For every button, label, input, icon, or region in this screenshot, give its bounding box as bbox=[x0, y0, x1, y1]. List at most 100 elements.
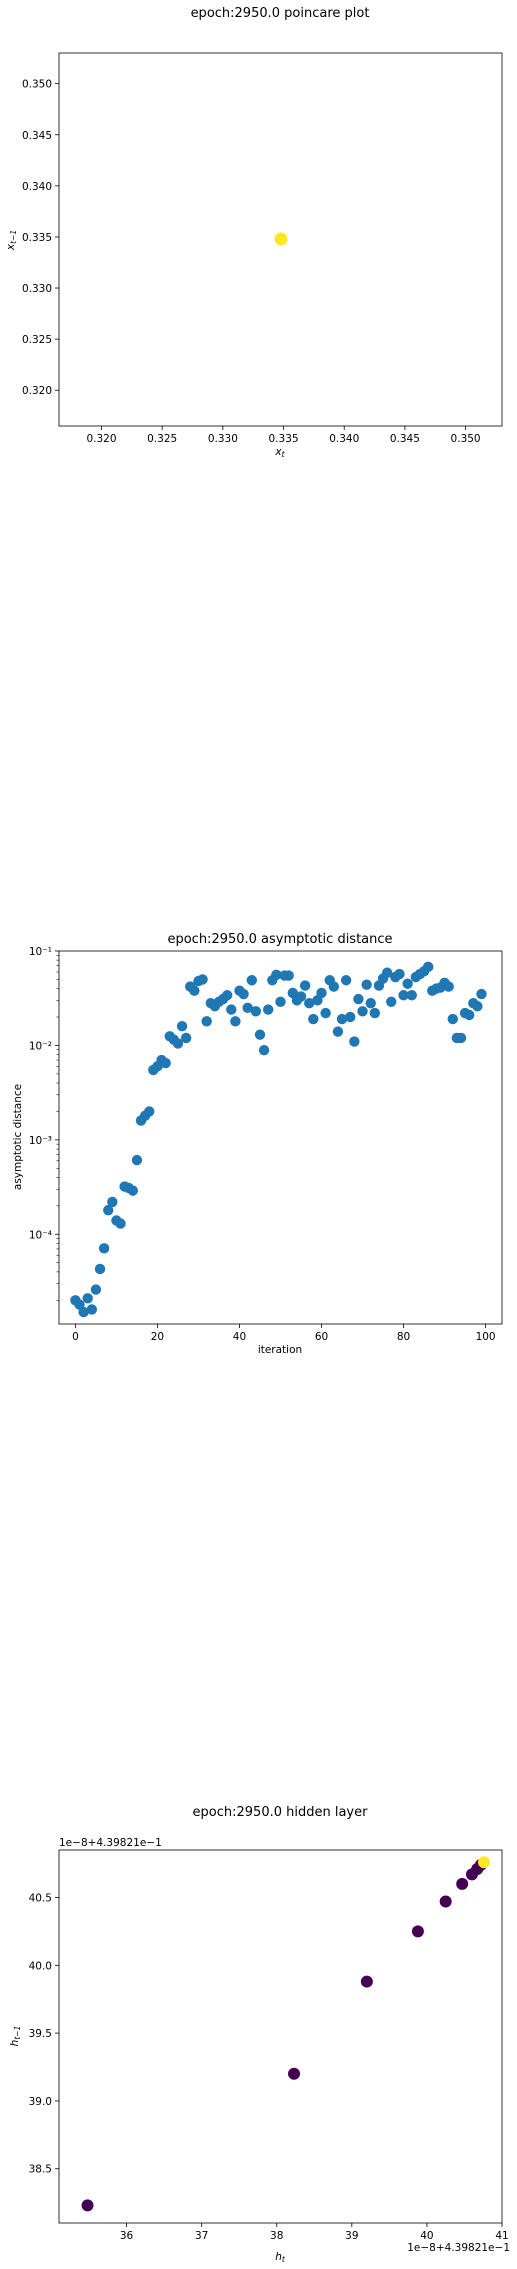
asymptotic-x-label: iteration bbox=[258, 1344, 302, 1356]
asymptotic-point bbox=[455, 1032, 467, 1044]
hidden-layer-x-ticks: 36 37 38 39 40 41 bbox=[120, 2223, 509, 2242]
asymptotic-point bbox=[381, 967, 393, 978]
asymptotic-point bbox=[398, 990, 409, 1001]
asymptotic-x-tick-label: 80 bbox=[397, 1331, 410, 1343]
poincare-y-tick-label: 0.345 bbox=[22, 130, 52, 142]
asymptotic-point bbox=[160, 1057, 171, 1069]
asymptotic-point bbox=[275, 996, 286, 1007]
poincare-points bbox=[274, 232, 288, 246]
asymptotic-y-tick-label: 10⁻⁴ bbox=[29, 1229, 52, 1241]
asymptotic-point bbox=[357, 1006, 368, 1017]
asymptotic-point bbox=[406, 990, 417, 1001]
hidden-layer-point bbox=[456, 1877, 469, 1890]
asymptotic-y-ticks: 10⁻⁴ 10⁻³ 10⁻² 10⁻¹ bbox=[29, 946, 59, 1301]
asymptotic-y-tick-label: 10⁻² bbox=[29, 1040, 52, 1052]
poincare-x-tick-label: 0.335 bbox=[269, 433, 299, 445]
asymptotic-point bbox=[365, 998, 376, 1009]
asymptotic-point bbox=[78, 1306, 89, 1318]
asymptotic-y-tick-label: 10⁻³ bbox=[29, 1135, 52, 1147]
poincare-x-tick-label: 0.350 bbox=[451, 433, 481, 445]
poincare-y-tick-label: 0.325 bbox=[22, 334, 52, 346]
asymptotic-point bbox=[394, 968, 405, 980]
asymptotic-point bbox=[386, 996, 397, 1007]
poincare-plot-area bbox=[58, 52, 503, 427]
asymptotic-point bbox=[262, 1004, 274, 1015]
hidden-layer-chart: epoch:2950.0 hidden layer 1e−8+4.39821e−… bbox=[9, 1805, 510, 2264]
asymptotic-point bbox=[369, 1007, 381, 1019]
asymptotic-points bbox=[70, 961, 487, 1318]
asymptotic-point bbox=[447, 1013, 458, 1025]
hidden-layer-x-tick-label: 41 bbox=[495, 2230, 508, 2242]
hidden-layer-x-tick-label: 36 bbox=[120, 2230, 134, 2242]
hidden-layer-y-offset: 1e−8+4.39821e−1 bbox=[59, 1837, 162, 1849]
asymptotic-point bbox=[472, 1001, 483, 1012]
asymptotic-point bbox=[242, 1002, 253, 1014]
asymptotic-point bbox=[189, 985, 200, 996]
asymptotic-point bbox=[127, 1185, 139, 1196]
asymptotic-point bbox=[299, 980, 311, 991]
asymptotic-x-tick-label: 60 bbox=[315, 1331, 328, 1343]
poincare-x-tick-label: 0.340 bbox=[329, 433, 359, 445]
asymptotic-point bbox=[90, 1284, 102, 1295]
asymptotic-point bbox=[103, 1204, 114, 1216]
asymptotic-point bbox=[349, 1036, 360, 1047]
hidden-layer-point bbox=[411, 1925, 424, 1938]
hidden-layer-title: epoch:2950.0 hidden layer bbox=[193, 1805, 369, 1820]
hidden-layer-point bbox=[477, 1856, 490, 1869]
poincare-x-tick-label: 0.325 bbox=[147, 433, 177, 445]
asymptotic-point bbox=[283, 970, 294, 981]
asymptotic-point bbox=[197, 974, 208, 985]
asymptotic-point bbox=[250, 1006, 262, 1017]
asymptotic-title: epoch:2950.0 asymptotic distance bbox=[167, 932, 392, 947]
asymptotic-point bbox=[201, 1016, 212, 1027]
hidden-layer-x-tick-label: 39 bbox=[345, 2230, 358, 2242]
asymptotic-point bbox=[115, 1218, 126, 1229]
asymptotic-point bbox=[304, 998, 315, 1009]
asymptotic-point bbox=[332, 1026, 344, 1037]
asymptotic-point bbox=[221, 990, 233, 1001]
asymptotic-point bbox=[246, 975, 257, 986]
hidden-layer-x-tick-label: 37 bbox=[195, 2230, 208, 2242]
hidden-layer-y-tick-label: 39.0 bbox=[29, 2096, 52, 2108]
poincare-x-tick-label: 0.330 bbox=[208, 433, 238, 445]
asymptotic-point bbox=[271, 969, 282, 980]
asymptotic-point bbox=[476, 988, 487, 1000]
asymptotic-point bbox=[86, 1304, 98, 1315]
poincare-x-tick-label: 0.345 bbox=[390, 433, 420, 445]
asymptotic-point bbox=[463, 1009, 475, 1021]
asymptotic-x-tick-label: 20 bbox=[151, 1331, 164, 1343]
asymptotic-x-tick-label: 100 bbox=[476, 1331, 496, 1343]
asymptotic-point bbox=[320, 1007, 331, 1019]
hidden-layer-y-tick-label: 38.5 bbox=[29, 2164, 52, 2176]
asymptotic-plot-area bbox=[58, 950, 503, 1325]
poincare-title: epoch:2950.0 poincare plot bbox=[191, 6, 370, 21]
asymptotic-point bbox=[238, 988, 249, 1000]
asymptotic-point bbox=[402, 978, 413, 989]
asymptotic-point bbox=[226, 1004, 237, 1015]
asymptotic-point bbox=[422, 961, 434, 973]
hidden-layer-y-tick-label: 39.5 bbox=[29, 2028, 52, 2040]
asymptotic-point bbox=[98, 1243, 110, 1254]
asymptotic-point bbox=[336, 1013, 348, 1025]
poincare-y-tick-label: 0.330 bbox=[22, 283, 52, 295]
asymptotic-x-tick-label: 40 bbox=[233, 1331, 246, 1343]
asymptotic-point bbox=[180, 1032, 192, 1044]
poincare-y-tick-label: 0.335 bbox=[22, 232, 52, 244]
asymptotic-point bbox=[258, 1045, 270, 1056]
hidden-layer-x-label: ht bbox=[275, 2251, 286, 2264]
asymptotic-y-tick-label: 10⁻¹ bbox=[29, 946, 52, 958]
hidden-layer-x-offset: 1e−8+4.39821e−1 bbox=[407, 2242, 510, 2254]
hidden-layer-point bbox=[439, 1895, 452, 1908]
hidden-layer-points bbox=[81, 1856, 490, 2212]
asymptotic-point bbox=[308, 1013, 319, 1025]
hidden-layer-y-tick-label: 40.0 bbox=[29, 1960, 52, 1972]
asymptotic-x-ticks: 0 20 40 60 80 100 bbox=[72, 1324, 496, 1343]
asymptotic-point bbox=[316, 987, 327, 999]
poincare-x-label: xt bbox=[274, 446, 285, 459]
asymptotic-point bbox=[230, 1016, 241, 1027]
hidden-layer-y-ticks: 38.5 39.0 39.5 40.0 40.5 bbox=[29, 1892, 59, 2176]
hidden-layer-point bbox=[81, 2199, 94, 2212]
poincare-y-tick-label: 0.340 bbox=[22, 181, 52, 193]
asymptotic-point bbox=[353, 993, 364, 1005]
asymptotic-point bbox=[82, 1293, 93, 1304]
